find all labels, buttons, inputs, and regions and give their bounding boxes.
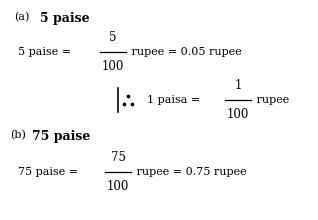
- Text: rupee = 0.75 rupee: rupee = 0.75 rupee: [133, 167, 247, 177]
- Text: 75 paise =: 75 paise =: [18, 167, 82, 177]
- Text: 100: 100: [102, 60, 124, 73]
- Text: 5 paise: 5 paise: [40, 12, 90, 25]
- Text: 100: 100: [227, 108, 249, 121]
- Text: 1: 1: [234, 79, 242, 92]
- Text: 100: 100: [107, 180, 129, 193]
- Text: 5 paise =: 5 paise =: [18, 47, 75, 57]
- Text: 75 paise: 75 paise: [32, 130, 90, 143]
- Text: rupee: rupee: [253, 95, 289, 105]
- Text: 1 paisa =: 1 paisa =: [140, 95, 204, 105]
- Text: rupee = 0.05 rupee: rupee = 0.05 rupee: [128, 47, 242, 57]
- Text: 75: 75: [110, 151, 126, 164]
- Text: (b): (b): [10, 130, 26, 140]
- Text: 5: 5: [109, 31, 117, 44]
- Text: (a): (a): [14, 12, 29, 22]
